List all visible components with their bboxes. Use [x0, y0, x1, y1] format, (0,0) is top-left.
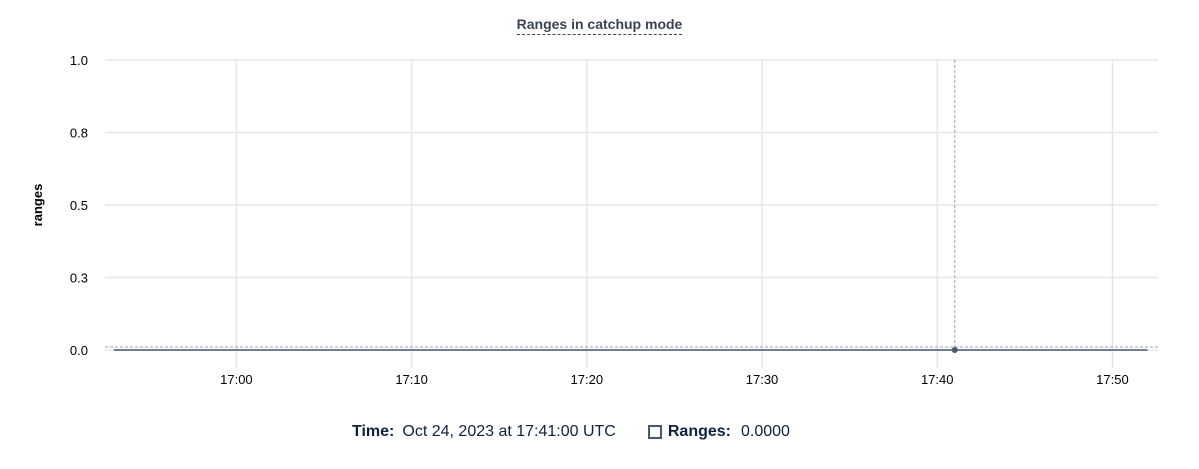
- y-tick-label: 0.5: [70, 198, 88, 213]
- time-label: Time:: [352, 423, 395, 440]
- x-tick-label: 17:20: [571, 372, 604, 387]
- series-swatch-icon[interactable]: [647, 425, 662, 439]
- x-tick-label: 17:00: [220, 372, 253, 387]
- cursor-point: [951, 347, 958, 353]
- y-axis-label: ranges: [30, 184, 45, 227]
- series-label: Ranges:: [667, 423, 731, 440]
- x-tick-label: 17:10: [395, 372, 428, 387]
- x-tick-label: 17:50: [1096, 372, 1129, 387]
- series-value: 0.0000: [740, 423, 790, 440]
- x-tick-label: 17:30: [746, 372, 779, 387]
- time-value: Oct 24, 2023 at 17:41:00 UTC: [402, 423, 616, 440]
- x-tick-label: 17:40: [921, 372, 954, 387]
- chart-title[interactable]: Ranges in catchup mode: [0, 16, 1199, 35]
- y-tick-label: 0.0: [70, 343, 88, 358]
- chart-title-text: Ranges in catchup mode: [516, 16, 683, 35]
- hover-legend: Time: Oct 24, 2023 at 17:41:00 UTC Range…: [352, 423, 790, 441]
- y-tick-label: 1.0: [70, 53, 88, 68]
- y-tick-label: 0.8: [70, 126, 88, 141]
- y-tick-label: 0.3: [70, 271, 88, 286]
